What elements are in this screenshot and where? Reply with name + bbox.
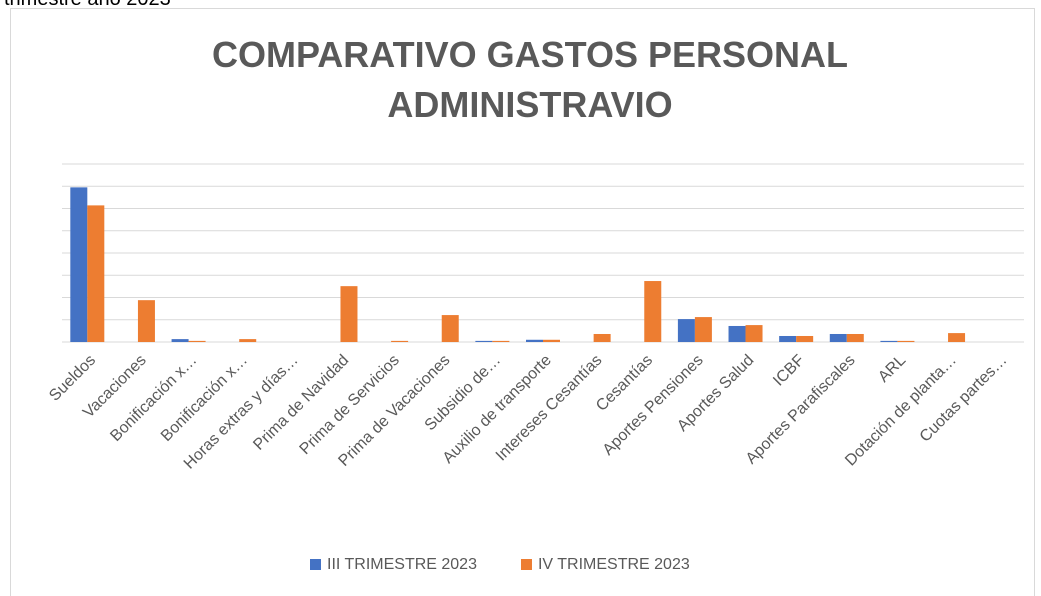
caption: trimestre año 2023 [4,0,171,11]
bar [543,339,560,342]
bar [728,325,746,342]
bar [171,339,189,342]
bar [779,335,797,342]
bar [846,333,864,342]
bar [745,325,763,342]
legend-swatch [520,559,532,570]
bar [340,286,358,342]
chart-border [10,8,1035,596]
x-tick-label: ARL [875,352,909,386]
bar [948,333,966,342]
bar [188,340,206,342]
bar [677,319,695,342]
x-tick-label: Cuotas partes… [917,352,1011,446]
bar [593,333,611,342]
bar [391,340,409,342]
x-tick-label: ICBF [770,352,808,390]
legend-label: III TRIMESTRE 2023 [327,556,477,573]
bar [526,339,543,342]
bar [897,340,915,342]
bar [694,317,712,342]
bar [441,315,459,342]
x-tick-label: Sueldos [46,352,99,405]
bar [475,340,493,342]
bar [70,187,88,342]
x-tick-label: Bonificación x… [107,352,200,445]
bar [87,205,105,342]
bar [239,339,257,342]
bar [829,333,847,342]
bar [137,300,155,342]
x-tick-label: Prima de Navidad [250,352,352,454]
legend-label: IV TRIMESTRE 2023 [538,556,690,573]
bar [796,335,814,342]
bar [880,340,898,342]
bar [644,281,662,342]
x-tick-label: Bonificación x… [158,352,251,445]
legend-swatch [310,559,321,570]
chart-title: COMPARATIVO GASTOS PERSONAL ADMINISTRAVI… [211,34,849,125]
bar [492,340,510,342]
